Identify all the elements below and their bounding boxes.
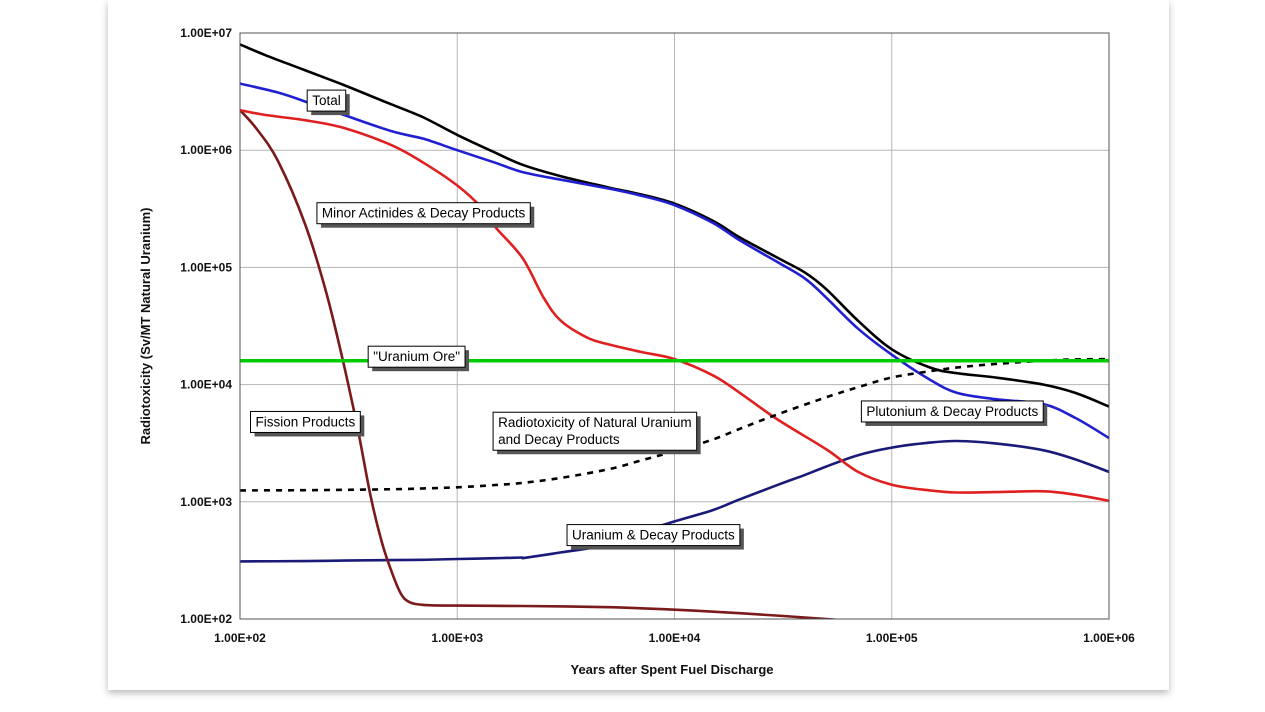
figure-frame — [108, 0, 1169, 690]
callout-box — [306, 89, 347, 112]
x-tick-label: 1.00E+06 — [1083, 631, 1135, 645]
series-line-6 — [240, 357, 1109, 492]
series-line-4 — [240, 108, 844, 619]
series-line-3 — [240, 556, 524, 563]
y-tick-label: 1.00E+06 — [180, 143, 232, 157]
callout-text: Total — [312, 93, 341, 108]
x-tick-label: 1.00E+04 — [649, 631, 701, 645]
x-tick-label: 1.00E+03 — [431, 631, 483, 645]
callout-box — [860, 400, 1044, 423]
y-tick-label: 1.00E+04 — [180, 378, 232, 392]
callout-3: Fission Products — [250, 410, 365, 437]
x-tick-label: 1.00E+02 — [214, 631, 266, 645]
callout-text: Uranium & Decay Products — [572, 528, 735, 543]
callout-6: Uranium & Decay Products — [566, 524, 744, 550]
callout-2: "Uranium Ore" — [367, 345, 470, 372]
y-tick-label: 1.00E+02 — [180, 612, 232, 626]
series-line-5 — [240, 108, 1109, 503]
callout-text: Plutonium & Decay Products — [866, 404, 1038, 419]
y-axis-label: Radiotoxicity (Sv/MT Natural Uranium) — [138, 208, 153, 445]
x-tick-label: 1.00E+05 — [866, 631, 918, 645]
series-line-0 — [240, 43, 1109, 408]
callout-1: Minor Actinides & Decay Products — [316, 202, 535, 228]
callout-5: Plutonium & Decay Products — [860, 400, 1048, 426]
callout-box — [492, 411, 698, 451]
callout-box — [250, 410, 361, 433]
callout-box — [316, 202, 531, 225]
callout-box — [367, 345, 466, 368]
callout-box — [566, 524, 741, 547]
callout-4: Radiotoxicity of Natural Uranium and Deca… — [492, 411, 701, 455]
callout-0: Total — [306, 89, 350, 116]
y-tick-label: 1.00E+03 — [180, 495, 232, 509]
y-tick-label: 1.00E+05 — [180, 260, 232, 274]
series-line-1 — [240, 82, 1109, 440]
x-axis-label: Years after Spent Fuel Discharge — [570, 662, 773, 677]
callout-text: "Uranium Ore" — [373, 349, 460, 364]
callout-text: Minor Actinides & Decay Products — [322, 206, 526, 221]
callout-text: and Decay Products — [498, 432, 620, 447]
callout-text: Fission Products — [256, 415, 356, 430]
tick-labels: 1.00E+02 1.00E+03 1.00E+04 1.00E+05 1.00E+06… — [180, 26, 1135, 645]
callouts: Total Minor Actinides & Decay Products "Ur… — [250, 89, 1048, 550]
callout-text: Radiotoxicity of Natural Uranium — [498, 415, 692, 430]
plot-area-border — [239, 32, 1110, 620]
y-tick-label: 1.00E+07 — [180, 26, 232, 40]
